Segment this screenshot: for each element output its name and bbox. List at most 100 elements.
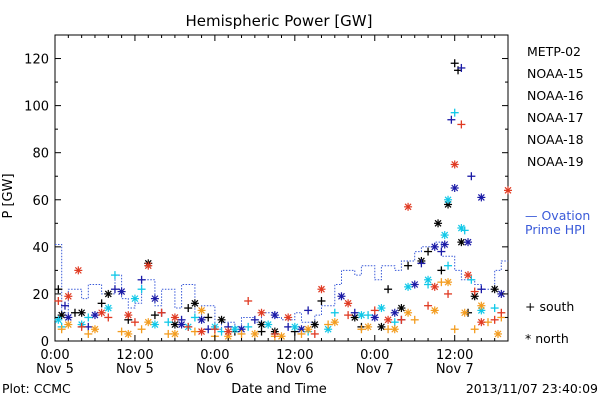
star-d2 [264,321,272,328]
star-d2 [404,283,412,291]
legend-south: + south [525,299,574,314]
data-point-north [344,299,353,308]
data-point-north [377,322,386,331]
data-point-north [144,261,153,270]
data-point-south [447,115,456,124]
data-point-south [150,311,159,320]
data-point-north [64,320,73,329]
star-d2 [151,321,159,328]
star-d2 [278,332,285,340]
star-d2 [344,299,352,307]
data-point-north [104,289,113,298]
data-point-south [130,318,139,327]
star-d2 [251,330,259,338]
data-point-south [490,315,499,324]
y-tick-label: 0 [41,335,49,350]
data-point-south [330,308,339,317]
data-point-south [184,304,193,313]
data-point-south [410,315,419,324]
star-d2 [144,262,152,270]
data-point-north [450,184,459,192]
ovation-label-line2: Prime HPI [525,222,585,237]
data-point-north [370,313,379,322]
star-d2 [494,330,502,338]
data-point-south [424,301,433,310]
star-d2 [424,276,432,284]
star-d2 [411,281,419,288]
data-point-south [304,306,313,315]
data-point-north [270,311,279,320]
data-point-north [170,313,179,322]
data-point-south [397,315,406,324]
data-point-south [390,318,399,327]
star-d2 [198,328,205,336]
data-point-north [490,285,499,294]
data-point-north [150,294,159,303]
data-point-north [77,308,86,317]
star-d2 [444,278,452,286]
x-axis-label: Date and Time [231,382,327,397]
star-d2 [371,314,379,321]
data-point-south [137,285,146,294]
data-point-south [404,261,413,270]
star-d2 [258,321,265,328]
y-tick-label: 80 [32,147,49,162]
data-point-north [424,275,433,284]
footer-right: 2013/11/07 23:40:09 [466,381,598,396]
data-point-north [430,242,439,251]
data-point-south [250,315,259,324]
star-d2 [311,321,319,328]
star-d2 [151,295,159,303]
data-point-north [364,322,373,331]
data-point-north [440,240,449,249]
star-d2 [224,328,232,336]
star-d2 [358,311,365,319]
star-d2 [64,321,72,328]
star-d2 [98,309,106,317]
star-d2 [477,302,485,310]
data-point-north [390,325,399,334]
star-d2 [391,325,399,333]
data-point-south [110,271,119,280]
data-point-south [257,327,266,336]
data-point-north [477,301,486,310]
data-point-south [467,172,476,181]
data-point-south [324,320,333,329]
data-point-south [424,247,433,256]
star-d2 [504,186,512,194]
data-point-north [117,287,126,296]
star-d2 [441,231,449,239]
data-point-south [310,329,319,338]
data-point-south [457,120,466,129]
data-point-north [410,280,419,289]
data-point-south [450,59,459,68]
data-point-north [457,224,466,233]
star-d2 [491,285,499,293]
data-point-south [444,289,453,298]
series-metp-02 [54,59,499,336]
data-point-south [137,325,146,334]
x-tick-time-label: 12:00 [436,348,473,363]
y-tick-label: 120 [24,53,49,68]
star-d2 [324,325,332,333]
data-point-south [344,311,353,320]
data-point-north [504,186,512,195]
star-d2 [338,292,345,300]
series-noaa-16 [54,108,499,338]
y-tick-label: 60 [32,194,49,209]
data-point-north [460,308,469,317]
data-point-north [404,308,413,317]
data-point-north [74,266,83,275]
data-point-south [317,296,326,305]
data-point-south [467,275,476,284]
star-d2 [461,309,469,317]
star-d2 [397,304,405,312]
star-d2 [131,295,139,303]
star-d2 [291,323,299,331]
star-d2 [477,193,485,201]
data-point-north [264,320,273,329]
x-tick-time-label: 0:00 [40,348,69,363]
data-point-south [84,329,93,338]
x-tick-date-label: Nov 6 [276,362,314,377]
